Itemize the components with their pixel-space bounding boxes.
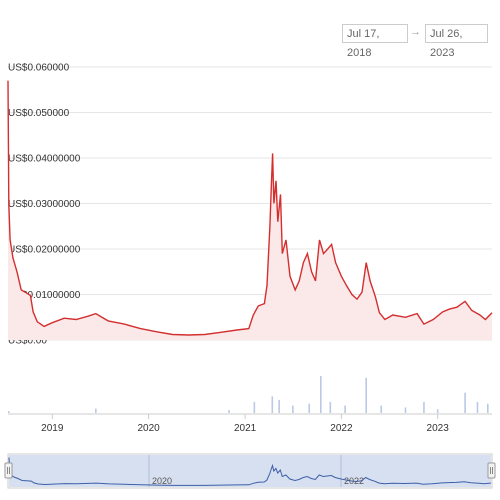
navigator-line — [8, 457, 492, 486]
date-range-from-input[interactable]: Jul 17, 2018 — [342, 24, 408, 59]
navigator[interactable]: 2020 2022 — [4, 453, 496, 489]
volume-bar — [436, 409, 439, 413]
chart-gridlines — [8, 66, 492, 341]
y-tick-label: US$0.060000 — [8, 63, 70, 74]
volume-bar — [404, 407, 407, 413]
x-tick-label: 2020 — [137, 423, 160, 434]
y-tick-label: US$0.050000 — [8, 108, 70, 119]
navigator-label: 2020 — [152, 476, 172, 486]
volume-bar — [271, 396, 274, 413]
volume-bar — [320, 376, 322, 413]
x-tick-label: 2023 — [427, 423, 450, 434]
volume-bar — [486, 403, 489, 413]
x-axis-labels: 2019 2020 2021 2022 2023 — [41, 423, 449, 434]
x-tick-label: 2019 — [41, 423, 64, 434]
volume-bar — [476, 401, 479, 413]
volume-bar — [292, 405, 294, 413]
y-axis-labels: US$0.00 US$0.01000000 US$0.02000000 US$0.03… — [8, 63, 81, 347]
volume-bar — [380, 405, 383, 413]
volume-bar — [308, 403, 311, 413]
x-tick-label: 2022 — [330, 423, 353, 434]
y-tick-label: US$0.02000000 — [8, 245, 81, 256]
y-tick-label: US$0.01000000 — [8, 290, 81, 301]
volume-bar — [464, 392, 466, 413]
price-line — [7, 80, 493, 336]
volume-bar — [95, 408, 97, 413]
date-range-to-input[interactable]: Jul 26, 2023 — [425, 24, 488, 59]
y-tick-label: US$0.00 — [8, 336, 47, 347]
navigator-gridlines — [148, 455, 342, 487]
x-axis-ticks — [51, 414, 439, 419]
volume-bar — [228, 410, 230, 413]
volume-bar — [7, 411, 10, 413]
volume-bars — [7, 376, 489, 413]
volume-bar — [253, 401, 256, 413]
x-tick-label: 2021 — [234, 423, 257, 434]
navigator-labels: 2020 2022 — [152, 476, 364, 486]
volume-bar — [329, 401, 332, 413]
navigator-selection[interactable] — [9, 455, 491, 487]
y-tick-label: US$0.04000000 — [8, 154, 81, 165]
volume-bar — [278, 400, 280, 413]
price-area-fill — [8, 80, 492, 340]
navigator-right-handle[interactable] — [487, 462, 496, 479]
volume-bar — [365, 377, 367, 413]
navigator-left-handle[interactable] — [4, 462, 13, 479]
volume-bar — [344, 405, 346, 413]
navigator-label: 2022 — [344, 476, 364, 486]
y-tick-label: US$0.03000000 — [8, 199, 81, 210]
date-range-arrow: → — [410, 26, 421, 38]
volume-bar — [423, 401, 425, 413]
